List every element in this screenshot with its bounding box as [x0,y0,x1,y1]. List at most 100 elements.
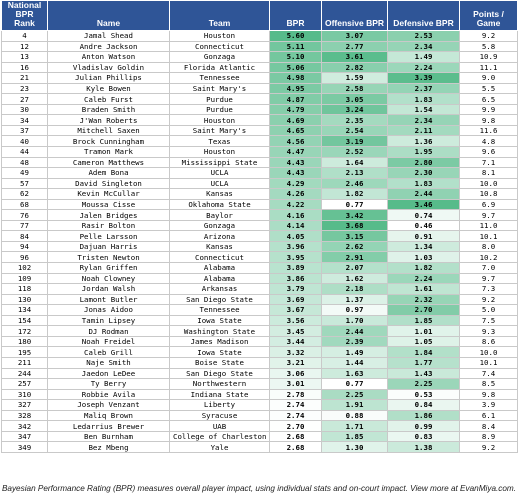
cell-rank: 12 [1,40,48,53]
cell-name: Kevin McCullar [47,188,170,200]
cell-name: Anton Watson [47,51,170,63]
cell-offensive-bpr: 2.39 [321,335,388,348]
table-row: 130 Lamont Butler San Diego State 3.69 1.37 2… [1,293,518,306]
cell-rank: 96 [1,251,48,264]
cell-points-per-game: 10.0 [459,346,518,358]
cell-defensive-bpr: 2.37 [387,82,460,95]
cell-team: Iowa State [169,346,270,358]
cell-points-per-game: 10.1 [459,356,518,369]
header-name[interactable]: Name [47,0,170,31]
cell-defensive-bpr: 1.83 [387,177,460,190]
cell-team: Houston [169,146,270,158]
cell-rank: 134 [1,304,48,316]
cell-defensive-bpr: 1.84 [387,346,460,358]
cell-rank: 118 [1,283,48,295]
header-defensive-bpr[interactable]: Defensive BPR [387,0,460,31]
cell-points-per-game: 9.0 [459,72,518,84]
cell-bpr: 4.69 [269,114,322,126]
cell-defensive-bpr: 0.53 [387,388,460,401]
cell-rank: 347 [1,430,48,443]
table-row: 327 Joseph Venzant Liberty 2.74 1.91 0.84 3.9 [1,399,518,411]
cell-points-per-game: 11.0 [459,219,518,232]
cell-bpr: 4.43 [269,167,322,179]
cell-name: Noah Freidel [47,335,170,348]
cell-defensive-bpr: 1.95 [387,146,460,158]
cell-points-per-game: 6.1 [459,409,518,422]
cell-defensive-bpr: 1.82 [387,262,460,274]
cell-team: Mississippi State [169,156,270,169]
cell-name: Mitchell Saxen [47,124,170,137]
cell-defensive-bpr: 1.85 [387,314,460,327]
cell-team: Saint Mary's [169,82,270,95]
cell-name: Moussa Cisse [47,198,170,211]
table-row: 77 Rasir Bolton Gonzaga 4.14 3.68 0.46 11.0 [1,219,518,232]
cell-name: Ledarrius Brewer [47,420,170,432]
cell-name: Jonas Aidoo [47,304,170,316]
footer-note: Bayesian Performance Rating (BPR) measur… [1,484,517,493]
header-team[interactable]: Team [169,0,270,31]
header-points-per-game[interactable]: Points / Game [459,0,518,31]
cell-bpr: 4.22 [269,198,322,211]
cell-bpr: 3.06 [269,367,322,380]
table-row: 244 Jaedon LeDee San Diego State 3.06 1.63 1.… [1,367,518,380]
cell-offensive-bpr: 2.13 [321,167,388,179]
cell-team: Gonzaga [169,51,270,63]
cell-defensive-bpr: 2.34 [387,114,460,126]
cell-points-per-game: 7.1 [459,156,518,169]
cell-rank: 49 [1,167,48,179]
cell-defensive-bpr: 1.36 [387,135,460,147]
cell-bpr: 2.74 [269,409,322,422]
cell-team: Connecticut [169,40,270,53]
cell-defensive-bpr: 3.39 [387,72,460,84]
cell-team: Alabama [169,272,270,285]
cell-team: Texas [169,135,270,147]
cell-name: Pelle Larsson [47,230,170,242]
cell-rank: 109 [1,272,48,285]
cell-points-per-game: 8.6 [459,335,518,348]
cell-defensive-bpr: 2.30 [387,167,460,179]
cell-defensive-bpr: 1.83 [387,93,460,105]
cell-name: Tramon Mark [47,146,170,158]
cell-team: Washington State [169,325,270,337]
cell-team: Gonzaga [169,219,270,232]
cell-bpr: 3.86 [269,272,322,285]
cell-defensive-bpr: 1.01 [387,325,460,337]
header-offensive-bpr[interactable]: Offensive BPR [321,0,388,31]
table-row: 342 Ledarrius Brewer UAB 2.70 1.71 0.99 8.4 [1,420,518,432]
cell-name: Lamont Butler [47,293,170,306]
cell-points-per-game: 10.1 [459,230,518,242]
header-bpr[interactable]: BPR [269,0,322,31]
cell-offensive-bpr: 2.62 [321,240,388,253]
cell-offensive-bpr: 3.42 [321,209,388,221]
cell-points-per-game: 9.2 [459,441,518,453]
cell-bpr: 2.78 [269,388,322,401]
cell-offensive-bpr: 0.77 [321,198,388,211]
cell-rank: 195 [1,346,48,358]
cell-name: Jalen Bridges [47,209,170,221]
cell-defensive-bpr: 1.38 [387,441,460,453]
cell-rank: 310 [1,388,48,401]
table-row: 94 Dajuan Harris Kansas 3.96 2.62 1.34 8.0 [1,240,518,253]
cell-offensive-bpr: 2.46 [321,177,388,190]
cell-rank: 57 [1,177,48,190]
cell-rank: 77 [1,219,48,232]
cell-name: Adem Bona [47,167,170,179]
cell-defensive-bpr: 2.25 [387,378,460,390]
cell-bpr: 5.11 [269,40,322,53]
cell-offensive-bpr: 1.91 [321,399,388,411]
table-row: 13 Anton Watson Gonzaga 5.10 3.61 1.49 10.9 [1,51,518,63]
table-row: 328 Maliq Brown Syracuse 2.74 0.88 1.86 6.1 [1,409,518,422]
cell-rank: 68 [1,198,48,211]
table-row: 68 Moussa Cisse Oklahoma State 4.22 0.77 3.46… [1,198,518,211]
table-row: 40 Brock Cunningham Texas 4.56 3.19 1.36 4.8 [1,135,518,147]
cell-points-per-game: 6.5 [459,93,518,105]
cell-name: DJ Rodman [47,325,170,337]
header-rank[interactable]: National BPR Rank [1,0,48,31]
cell-points-per-game: 7.0 [459,262,518,274]
cell-name: Jamal Shead [47,30,170,42]
cell-defensive-bpr: 0.84 [387,399,460,411]
cell-defensive-bpr: 2.11 [387,124,460,137]
cell-bpr: 5.06 [269,61,322,74]
cell-rank: 23 [1,82,48,95]
